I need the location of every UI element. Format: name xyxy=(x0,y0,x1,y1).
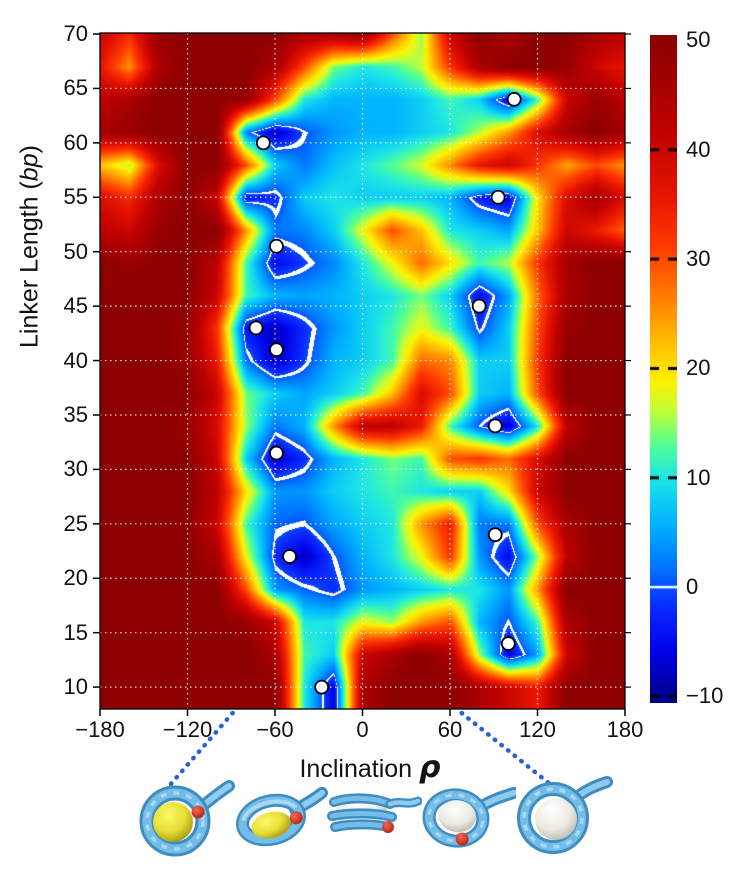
x-tick-label: −120 xyxy=(162,717,213,742)
histone-core-yellow xyxy=(153,802,193,842)
dna-wrap-coil xyxy=(241,799,298,822)
colorbar xyxy=(650,35,677,703)
x-tick-label: −180 xyxy=(75,717,125,742)
histone-core-yellow xyxy=(251,811,291,839)
nucleosome-face-on-yellow xyxy=(139,780,235,857)
histone-core-white xyxy=(438,800,477,833)
x-tick-label: 0 xyxy=(356,717,369,742)
x-tick-label: 180 xyxy=(606,717,644,742)
y-tick-label: 30 xyxy=(63,456,88,482)
x-tick-label: 120 xyxy=(519,717,556,742)
linker-dna-highlight xyxy=(387,798,421,807)
dna-wrap-bottom-shade xyxy=(332,821,391,830)
colorbar-tick-label: 50 xyxy=(686,27,711,53)
y-tick-label: 65 xyxy=(63,75,88,101)
colorbar-tick-label: 0 xyxy=(686,574,699,600)
red-marker xyxy=(191,805,205,819)
nucleosome-edge-on-white xyxy=(327,793,422,833)
colorbar-tick-label: 30 xyxy=(686,246,711,272)
energy-heatmap xyxy=(100,33,625,709)
red-marker xyxy=(382,821,394,833)
colorbar-tick-label: 40 xyxy=(686,136,711,162)
red-marker xyxy=(455,832,469,846)
nucleosome-tilted-white xyxy=(422,786,516,848)
dna-wrap-coil xyxy=(427,793,485,843)
y-tick-label: 45 xyxy=(63,293,88,319)
dna-wrap-middle-shade xyxy=(329,811,395,820)
rho-symbol: ρ xyxy=(419,750,441,785)
x-axis-title-text: Inclination xyxy=(299,755,420,783)
x-tick-label: 60 xyxy=(437,717,463,742)
y-tick-label: 15 xyxy=(63,619,88,645)
y-tick-label: 10 xyxy=(63,674,88,700)
histone-core-white xyxy=(535,798,577,840)
y-tick-label: 20 xyxy=(63,565,88,591)
y-tick-label: 55 xyxy=(63,184,88,210)
y-tick-label: 25 xyxy=(63,510,88,536)
y-axis-title-italic: bp xyxy=(15,153,44,182)
colorbar-tick-label: 20 xyxy=(686,355,711,381)
nucleosome-face-on-white xyxy=(517,776,613,854)
colorbar-tick-label: 10 xyxy=(686,464,711,490)
dna-wrap-coil xyxy=(522,787,584,849)
x-axis-title: Inclination ρ xyxy=(240,750,500,785)
nucleosome-tilted-yellow xyxy=(235,786,328,847)
y-tick-label: 50 xyxy=(63,238,88,264)
y-tick-label: 40 xyxy=(63,347,88,373)
y-tick-label: 60 xyxy=(63,129,88,155)
red-marker xyxy=(289,811,303,825)
x-tick-label: −60 xyxy=(256,717,294,742)
y-tick-label: 70 xyxy=(63,21,88,46)
dna-wrap-coil xyxy=(145,791,205,851)
y-tick-label: 35 xyxy=(63,401,88,427)
colorbar-tick-label: −10 xyxy=(686,683,724,709)
